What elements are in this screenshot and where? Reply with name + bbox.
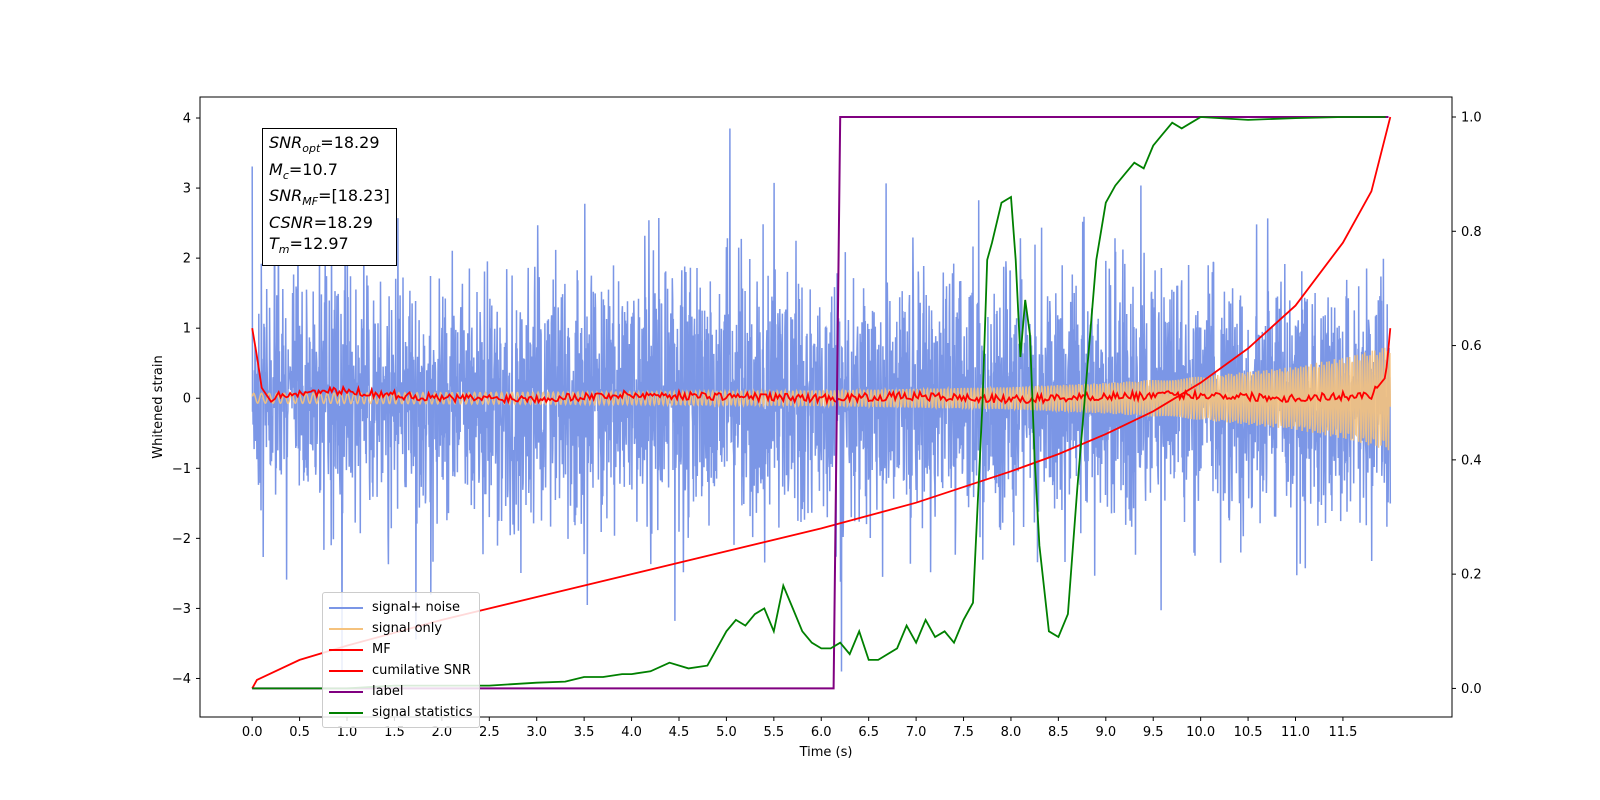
- x-tick-label: 3.5: [574, 725, 595, 740]
- x-tick-label: 1.5: [384, 725, 405, 740]
- legend-swatch: [329, 648, 363, 651]
- x-tick-label: 10.0: [1186, 725, 1215, 740]
- legend-label: signal+ noise: [372, 600, 461, 615]
- annotation-box: SNRopt=18.29 Mc=10.7 SNRMF=[18.23] CSNR=…: [262, 128, 397, 267]
- x-tick-label: 4.5: [669, 725, 690, 740]
- x-tick-label: 7.0: [906, 725, 927, 740]
- mc-value: =10.7: [288, 159, 338, 179]
- y-tick-label: 1: [183, 322, 191, 337]
- legend-item-signal-only: signal only: [329, 618, 473, 639]
- y-tick-label: 3: [183, 182, 191, 197]
- y-tick-label: −1: [172, 462, 191, 477]
- x-axis-label: Time (s): [799, 745, 853, 760]
- legend-item-label: label: [329, 681, 473, 702]
- x-tick-label: 6.5: [858, 725, 879, 740]
- axes-layer: 0.0 0.5 1.0 1.5 2.0 2.5 3.0 3.5 4.0 4.5 5.0 5.5 6.0 6…: [172, 111, 1482, 741]
- x-tick-label: 0.5: [289, 725, 310, 740]
- x-tick-label: 1.0: [337, 725, 358, 740]
- legend-swatch: [329, 669, 363, 672]
- x-tick-label: 0.0: [242, 725, 263, 740]
- snr-opt-line: SNRopt=18.29: [269, 133, 380, 156]
- y2-tick-label: 1.0: [1461, 111, 1482, 126]
- y-tick-label: −2: [172, 532, 191, 547]
- y-tick-label: −4: [172, 672, 191, 687]
- x-tick-label: 2.0: [432, 725, 453, 740]
- x-tick-label: 8.0: [1001, 725, 1022, 740]
- x-tick-label: 3.0: [526, 725, 547, 740]
- x-tick-label: 10.5: [1234, 725, 1263, 740]
- x-tick-label: 11.0: [1281, 725, 1310, 740]
- mc-line: Mc=10.7: [269, 159, 338, 182]
- legend-swatch: [329, 690, 363, 693]
- x-tick-label: 5.0: [716, 725, 737, 740]
- x-tick-label: 4.0: [621, 725, 642, 740]
- x-tick-label: 5.5: [763, 725, 784, 740]
- x-tick-label: 9.5: [1143, 725, 1164, 740]
- series-signal-noise: [251, 128, 1392, 672]
- snr-opt-value: =18.29: [320, 133, 380, 152]
- csnr-line: CSNR=18.29: [269, 213, 373, 233]
- y-tick-label: 4: [183, 112, 191, 127]
- tm-line: Tm=12.97: [269, 233, 349, 256]
- tm-value: =12.97: [289, 233, 349, 253]
- legend-item-signal-statistics: signal statistics: [329, 702, 473, 723]
- y2-tick-label: 0.2: [1461, 568, 1482, 583]
- csnr-value: =18.29: [313, 213, 373, 233]
- y-tick-label: −3: [172, 602, 191, 617]
- legend-label: signal only: [372, 621, 443, 636]
- y2-tick-label: 0.8: [1461, 225, 1482, 240]
- legend-item-cumulative-snr: cumilative SNR: [329, 660, 473, 681]
- y-axis-label: Whitened strain: [151, 355, 166, 458]
- legend-item-signal-noise: signal+ noise: [329, 597, 473, 618]
- y2-tick-label: 0.0: [1461, 682, 1482, 697]
- series-mf: [251, 328, 1392, 406]
- x-tick-label: 8.5: [1048, 725, 1069, 740]
- x-tick-label: 9.0: [1095, 725, 1116, 740]
- x-tick-label: 2.5: [479, 725, 500, 740]
- legend-item-mf: MF: [329, 639, 473, 660]
- y-tick-label: 2: [183, 252, 191, 267]
- x-tick-label: 6.0: [811, 725, 832, 740]
- y2-tick-label: 0.4: [1461, 453, 1482, 468]
- y-tick-label: 0: [183, 392, 191, 407]
- snr-mf-value: =[18.23]: [318, 186, 390, 206]
- legend-swatch: [329, 627, 363, 630]
- legend-swatch: [329, 711, 363, 714]
- legend-label: MF: [372, 642, 391, 657]
- y2-tick-label: 0.6: [1461, 339, 1482, 354]
- legend-label: label: [372, 684, 404, 699]
- x-tick-label: 7.5: [953, 725, 974, 740]
- legend: signal+ noise signal only MF cumilative …: [322, 592, 480, 728]
- series-signal-statistics: [252, 116, 1386, 690]
- snr-mf-line: SNRMF=[18.23]: [269, 186, 390, 209]
- plot-frame: [199, 96, 1453, 718]
- legend-label: cumilative SNR: [372, 663, 471, 678]
- legend-swatch: [329, 606, 363, 609]
- x-tick-label: 11.5: [1328, 725, 1357, 740]
- legend-label: signal statistics: [372, 705, 473, 720]
